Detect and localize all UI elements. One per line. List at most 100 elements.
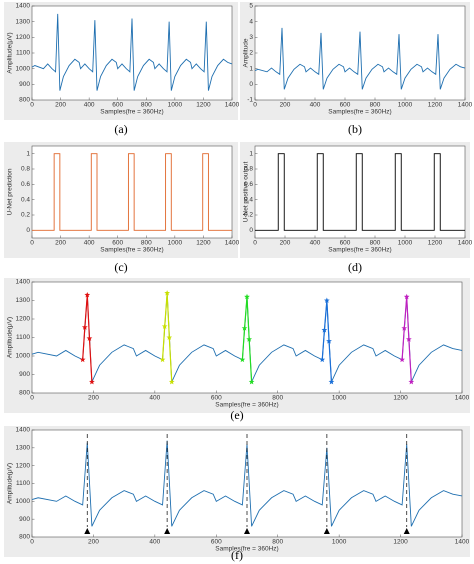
star-marker: [161, 323, 168, 329]
y-tick-label: 0.8: [21, 166, 30, 173]
plot-area: [254, 145, 466, 239]
x-tick-label: 400: [84, 102, 95, 109]
y-tick-label: 5: [249, 3, 253, 10]
y-tick-label: 900: [19, 371, 30, 378]
x-tick-label: 600: [211, 395, 222, 402]
x-axis-label: Samples(fre = 360Hz): [328, 247, 391, 254]
y-tick-label: 0.2: [244, 212, 253, 219]
y-tick-label: 800: [19, 534, 30, 541]
y-tick-label: 1200: [16, 316, 31, 323]
star-marker: [324, 297, 330, 303]
subplot: 0 200 400 600 800 1000 1200 1400 0 0.2 0.4 0.6 0.8 1 S…: [4, 142, 240, 274]
y-axis-label: Amplitude(μV): [7, 317, 14, 358]
star-marker: [159, 356, 166, 363]
star-marker: [241, 325, 248, 331]
y-tick-label: 1300: [16, 297, 31, 304]
star-marker: [246, 336, 252, 342]
y-tick-label: 1100: [16, 50, 30, 57]
x-tick-label: 600: [340, 240, 351, 247]
y-axis-label: Amplitude(μV): [7, 32, 14, 73]
y-tick-label: 1300: [16, 445, 31, 452]
y-tick-label: 1200: [16, 462, 31, 469]
y-tick-label: 2: [249, 50, 253, 57]
y-axis-label: Amplitude(μV): [7, 463, 14, 504]
series-line: [254, 27, 466, 90]
star-marker: [89, 378, 95, 385]
x-tick-label: 1000: [398, 240, 413, 247]
y-tick-label: 900: [19, 81, 30, 88]
y-tick-label: 1400: [16, 427, 31, 434]
y-tick-label: 0.4: [21, 196, 30, 203]
y-tick-label: 1200: [16, 34, 31, 41]
y-tick-label: 1400: [16, 279, 31, 286]
x-tick-label: 1000: [332, 395, 347, 402]
star-marker: [321, 327, 328, 333]
x-tick-label: 800: [141, 240, 152, 247]
x-tick-label: 600: [211, 539, 222, 546]
peak-triangle: [164, 528, 171, 534]
x-tick-label: 1200: [196, 102, 211, 109]
peak-triangle: [84, 528, 91, 534]
x-tick-label: 0: [253, 102, 257, 109]
y-tick-label: 1100: [16, 480, 30, 487]
y-tick-label: 3: [249, 34, 253, 41]
subplot: 0 200 400 600 800 1000 1200 1400 0 0.2 0.4 0.6 0.8 1 S…: [240, 142, 473, 274]
x-tick-label: 600: [112, 240, 123, 247]
star-marker: [399, 356, 405, 363]
x-tick-label: 200: [88, 539, 99, 546]
caption: (d): [348, 260, 362, 274]
caption: (c): [114, 260, 127, 274]
star-marker: [166, 334, 173, 340]
y-tick-label: 0.4: [244, 196, 253, 203]
y-tick-label: 800: [19, 97, 30, 104]
x-tick-label: 400: [310, 240, 321, 247]
x-axis-label: Samples(fre = 360Hz): [328, 109, 391, 116]
y-axis-label: Amplitude: [243, 38, 250, 67]
star-marker: [168, 378, 175, 385]
x-tick-label: 800: [370, 102, 381, 109]
x-tick-label: 1200: [393, 395, 408, 402]
y-tick-label: 0: [26, 227, 30, 234]
caption: (a): [114, 122, 127, 136]
x-tick-label: 0: [30, 539, 34, 546]
x-tick-label: 1200: [393, 539, 408, 546]
x-tick-label: 800: [370, 240, 381, 247]
y-tick-label: 1000: [16, 353, 31, 360]
x-tick-label: 1400: [455, 395, 470, 402]
star-marker: [248, 378, 255, 385]
x-tick-label: 200: [55, 240, 66, 247]
x-axis-label: Samples(fre = 360Hz): [215, 546, 278, 553]
series-line: [32, 153, 232, 231]
y-tick-label: 1: [26, 150, 30, 157]
x-tick-label: 200: [88, 395, 99, 402]
x-tick-label: 200: [55, 102, 66, 109]
y-tick-label: 1300: [16, 18, 31, 25]
x-axis-label: Samples(fre = 360Hz): [215, 402, 278, 409]
y-tick-label: 900: [19, 516, 30, 523]
star-marker: [403, 293, 410, 300]
subplot: 0 200 400 600 800 1000 1200 1400-1012345Samples…: [240, 2, 473, 136]
x-tick-label: 1000: [168, 240, 183, 247]
subplot: 0 200 400 600 800 1000 1200 1400 800 900 1000 1100 1…: [4, 278, 470, 422]
x-tick-label: 0: [30, 395, 34, 402]
subplot: 0 200 400 600 800 1000 1200 1400 800 900 1000 1100 1…: [4, 426, 470, 562]
star-marker: [84, 291, 91, 298]
y-tick-label: 0.8: [244, 166, 253, 173]
star-marker: [81, 324, 88, 330]
star-marker: [408, 378, 415, 385]
y-tick-label: 0.6: [244, 181, 253, 188]
star-marker: [319, 356, 326, 363]
x-tick-label: 1400: [455, 539, 470, 546]
star-marker: [326, 338, 332, 344]
caption: (f): [231, 548, 243, 562]
star-marker: [164, 290, 170, 296]
y-tick-label: 1400: [16, 3, 31, 10]
x-tick-label: 1400: [225, 102, 240, 109]
caption: (b): [348, 122, 362, 136]
x-tick-label: 400: [149, 539, 160, 546]
x-tick-label: 0: [30, 240, 34, 247]
x-tick-label: 1400: [225, 240, 240, 247]
series-line: [255, 153, 465, 231]
y-axis-label: U-Net positive output: [243, 161, 250, 222]
